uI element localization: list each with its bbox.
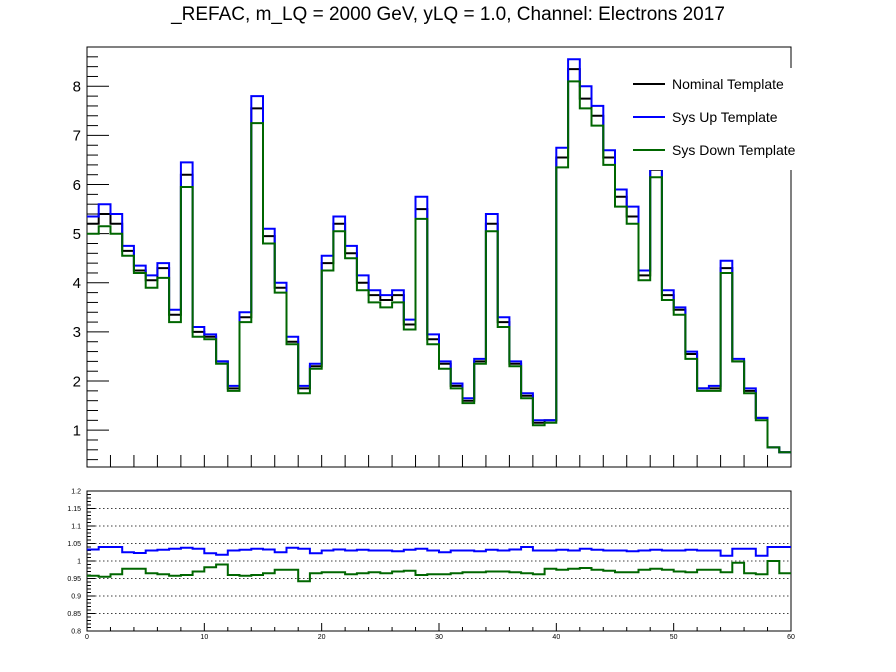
ratio-x-tick-label: 20: [318, 634, 326, 641]
legend-label-sys-down-template: Sys Down Template: [672, 142, 796, 158]
ratio-y-tick-label: 0.85: [67, 611, 81, 618]
legend: Nominal Template Sys Up Template Sys Down …: [630, 68, 802, 170]
ratio-y-tick-label: 1.15: [67, 506, 81, 513]
main-y-tick-label: 7: [73, 128, 81, 145]
main-series-sys-down-template: [87, 80, 791, 454]
main-series-sys-up-template: [87, 58, 791, 454]
ratio-y-tick-label: 1.1: [71, 523, 81, 530]
legend-label-nominal-template: Nominal Template: [672, 76, 784, 92]
ratio-plot-panel: 0.8 0.85 0.9 0.95 1 1.05 1.1 1.15 1.2 0 10 20 30 40 50…: [67, 488, 795, 641]
ratio-x-tick-label: 10: [200, 634, 208, 641]
ratio-y-tick-label: 0.8: [71, 628, 81, 635]
ratio-y-tick-label: 0.95: [67, 576, 81, 583]
ratio-x-tick-label: 40: [552, 634, 560, 641]
main-y-tick-label: 6: [73, 177, 81, 194]
main-y-tick-label: 5: [73, 226, 81, 243]
ratio-x-tick-label: 50: [670, 634, 678, 641]
ratio-x-tick-label: 60: [787, 634, 795, 641]
ratio-x-tick-label: 0: [85, 634, 89, 641]
ratio-y-tick-label: 0.9: [71, 593, 81, 600]
ratio-y-tick-label: 1.05: [67, 541, 81, 548]
ratio-x-tick-label: 30: [435, 634, 443, 641]
main-y-tick-label: 4: [73, 275, 81, 292]
main-y-tick-label: 2: [73, 373, 81, 390]
ratio-y-tick-label: 1.2: [71, 488, 81, 495]
main-plot-panel: 1 2 3 4 5 6 7 8 Nominal Template Sys Up Template S…: [73, 46, 802, 468]
ratio-series-sys-up-template: [87, 546, 791, 557]
ratio-series-sys-down-template: [87, 560, 791, 583]
main-y-tick-label: 8: [73, 79, 81, 96]
ratio-y-tick-label: 1: [77, 558, 81, 565]
main-y-tick-label: 3: [73, 324, 81, 341]
legend-label-sys-up-template: Sys Up Template: [672, 109, 778, 125]
main-y-tick-label: 1: [73, 422, 81, 439]
chart-title: _REFAC, m_LQ = 2000 GeV, yLQ = 1.0, Chan…: [171, 4, 725, 25]
